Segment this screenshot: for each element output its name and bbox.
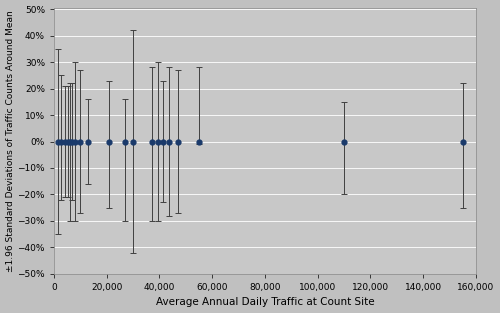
Y-axis label: ±1.96 Standard Deviations of Traffic Counts Around Mean: ±1.96 Standard Deviations of Traffic Cou… — [6, 10, 15, 272]
X-axis label: Average Annual Daily Traffic at Count Site: Average Annual Daily Traffic at Count Si… — [156, 297, 374, 307]
